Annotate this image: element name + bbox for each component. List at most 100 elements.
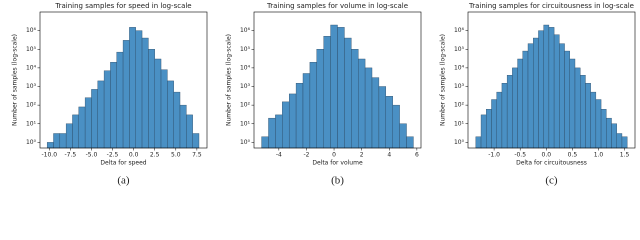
bar: [559, 43, 565, 149]
bar: [480, 114, 487, 149]
bar: [585, 83, 591, 149]
bar: [512, 67, 518, 149]
bar: [371, 77, 380, 149]
x-tick-label: -2.5: [107, 152, 119, 159]
x-tick-label: 0.0: [542, 152, 552, 159]
bar: [569, 58, 576, 149]
bar: [522, 50, 529, 149]
bar: [122, 40, 130, 149]
y-tick-label: 10⁰: [26, 139, 37, 146]
y-tick-label: 10³: [240, 83, 251, 90]
bar: [385, 96, 393, 149]
x-tick-label: 0.0: [129, 152, 139, 159]
y-tick-label: 10¹: [26, 120, 37, 127]
x-tick-label: 2.5: [150, 152, 160, 159]
x-tick-label: 7.5: [192, 152, 202, 159]
x-tick-label: 2: [360, 152, 364, 159]
bar: [491, 99, 497, 149]
chart-title: Training samples for volume in log-scale: [266, 2, 408, 10]
y-tick-label: 10⁴: [26, 64, 37, 71]
bar: [91, 89, 98, 149]
chart-title: Training samples for speed in log-scale: [54, 2, 191, 10]
x-tick-label: 1.0: [594, 152, 604, 159]
x-tick-label: -5.0: [86, 152, 98, 159]
bar: [475, 136, 482, 149]
x-tick-label: -0.5: [514, 152, 526, 159]
bar: [406, 136, 414, 149]
bar: [344, 37, 352, 149]
y-tick-label: 10⁰: [454, 139, 465, 146]
caption: (b): [331, 175, 344, 187]
axes-frame: [467, 11, 636, 149]
bar: [141, 37, 149, 149]
bar: [517, 58, 523, 149]
x-tick-label: -4: [276, 152, 282, 159]
bar: [59, 133, 67, 149]
bar: [574, 67, 581, 149]
bar: [486, 109, 492, 149]
y-tick-label: 10⁵: [26, 46, 37, 53]
bar: [288, 93, 297, 149]
y-tick-label: 10⁶: [240, 27, 251, 34]
y-tick-label: 10⁴: [454, 64, 465, 71]
bar: [173, 91, 181, 149]
bar: [135, 30, 143, 149]
x-tick-label: 1.5: [620, 152, 630, 159]
bar: [337, 27, 345, 149]
x-tick-label: 5.0: [171, 152, 181, 159]
bar: [268, 117, 276, 149]
bar: [295, 83, 304, 149]
y-tick-label: 10⁵: [240, 46, 251, 53]
bar: [84, 97, 92, 149]
bar: [351, 49, 359, 149]
y-tick-label: 10²: [240, 102, 251, 109]
y-tick-label: 10²: [26, 102, 37, 109]
axes-frame: [39, 11, 208, 149]
bar: [527, 43, 534, 149]
bar: [186, 114, 193, 149]
bar: [616, 133, 623, 149]
bar: [538, 30, 544, 149]
bar: [600, 109, 607, 149]
bar: [129, 27, 136, 149]
bar: [282, 101, 290, 149]
bar: [65, 123, 73, 149]
x-tick-label: 4: [387, 152, 391, 159]
x-tick-label: -7.5: [65, 152, 77, 159]
y-tick-label: 10⁶: [26, 27, 37, 34]
bar: [323, 36, 331, 149]
x-tick-label: 0: [332, 152, 336, 159]
bar: [399, 123, 407, 149]
bar: [309, 62, 317, 149]
caption: (a): [117, 175, 130, 187]
x-axis-label: Delta for volume: [312, 160, 363, 167]
bar: [154, 58, 162, 149]
bar: [148, 49, 155, 149]
bar: [533, 37, 539, 149]
bar: [261, 136, 269, 149]
bar: [378, 86, 387, 149]
bar: [179, 104, 187, 149]
y-tick-label: 10⁴: [240, 64, 251, 71]
x-axis-label: Delta for circuitousness: [516, 160, 587, 167]
bar: [330, 24, 338, 149]
bar: [192, 133, 200, 149]
bar: [78, 106, 86, 149]
bar: [160, 69, 168, 149]
y-tick-label: 10¹: [454, 120, 465, 127]
bar: [275, 114, 283, 149]
bar: [543, 24, 550, 149]
bar: [501, 83, 508, 149]
bar: [580, 75, 586, 149]
bar: [46, 142, 54, 149]
bar: [53, 133, 61, 149]
bar: [496, 91, 503, 149]
x-tick-label: -1.0: [488, 152, 500, 159]
bar: [548, 27, 555, 149]
bar: [72, 114, 79, 149]
bar: [302, 73, 311, 149]
x-tick-label: 6: [415, 152, 419, 159]
x-tick-label: 0.5: [568, 152, 578, 159]
y-tick-label: 10¹: [240, 120, 251, 127]
bar: [364, 67, 373, 149]
